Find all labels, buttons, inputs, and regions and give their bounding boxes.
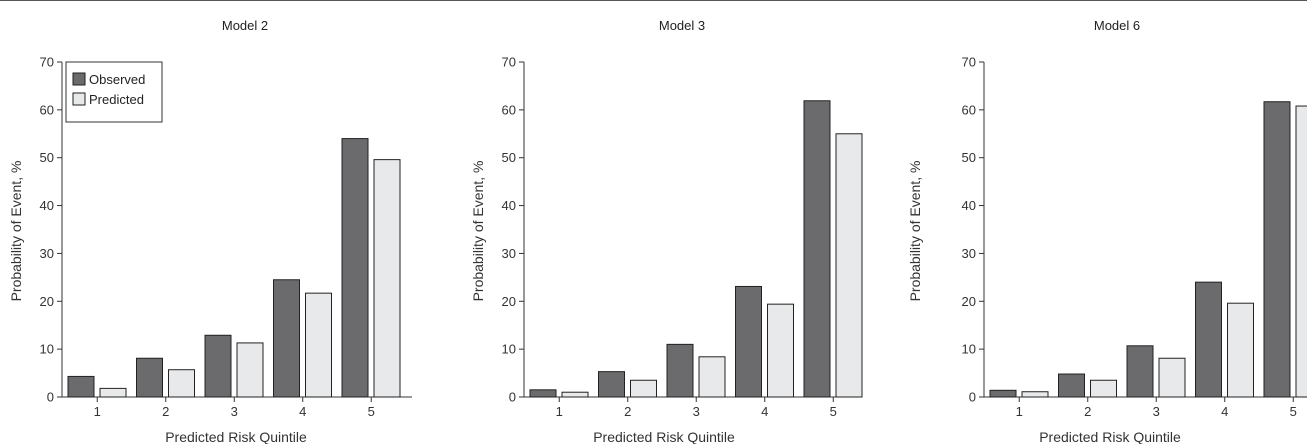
y-tick-label: 20 <box>962 294 976 309</box>
chart-model-6: Model 6 Probability of Event, % Predicte… <box>872 0 1307 444</box>
y-tick-label: 20 <box>40 294 54 309</box>
y-tick-label: 50 <box>502 150 516 165</box>
y-tick-label: 30 <box>40 246 54 261</box>
legend-label-observed: Observed <box>89 72 145 87</box>
chart-model-3: Model 3 Probability of Event, % Predicte… <box>436 0 872 444</box>
y-tick-label: 50 <box>40 150 54 165</box>
chart-title: Model 2 <box>222 18 268 33</box>
bar-predicted-q4 <box>768 304 794 397</box>
bar-observed-q4 <box>1196 282 1222 397</box>
x-tick-label: 3 <box>1153 404 1160 419</box>
bar-predicted-q5 <box>836 134 862 397</box>
y-tick-label: 40 <box>962 198 976 213</box>
x-axis-label: Predicted Risk Quintile <box>165 429 307 444</box>
y-tick-label: 60 <box>502 102 516 117</box>
bar-predicted-q4 <box>306 293 332 397</box>
bar-observed-q3 <box>667 344 693 397</box>
y-axis-label: Probability of Event, % <box>8 161 24 302</box>
y-tick-label: 70 <box>962 55 976 70</box>
bar-observed-q3 <box>1127 346 1153 397</box>
y-tick-label: 60 <box>40 102 54 117</box>
bar-predicted-q5 <box>1296 106 1307 397</box>
bar-observed-q1 <box>68 376 94 397</box>
chart-model-2: Model 2 Probability of Event, % Predicte… <box>0 0 436 444</box>
bar-predicted-q3 <box>699 357 725 397</box>
y-tick-label: 70 <box>40 55 54 70</box>
bar-observed-q5 <box>342 139 368 397</box>
y-tick-label: 60 <box>962 102 976 117</box>
x-tick-label: 5 <box>830 404 837 419</box>
y-tick-label: 30 <box>962 246 976 261</box>
bar-observed-q2 <box>137 358 163 397</box>
bar-predicted-q5 <box>374 160 400 397</box>
y-axis-label: Probability of Event, % <box>907 161 923 302</box>
chart-panel-model-6: Model 6 Probability of Event, % Predicte… <box>872 0 1307 444</box>
chart-title: Model 6 <box>1094 18 1140 33</box>
y-tick-label: 40 <box>502 198 516 213</box>
x-tick-label: 1 <box>94 404 101 419</box>
x-tick-label: 2 <box>624 404 631 419</box>
y-tick-label: 10 <box>502 342 516 357</box>
x-tick-label: 4 <box>1221 404 1228 419</box>
bar-observed-q4 <box>274 280 300 397</box>
y-tick-label: 0 <box>509 390 516 405</box>
bar-observed-q5 <box>804 101 830 397</box>
chart-panel-model-3: Model 3 Probability of Event, % Predicte… <box>436 0 872 444</box>
x-tick-label: 2 <box>1084 404 1091 419</box>
bar-observed-q2 <box>599 372 625 397</box>
y-tick-label: 70 <box>502 55 516 70</box>
bar-observed-q2 <box>1059 374 1085 397</box>
legend: Observed Predicted <box>66 62 162 122</box>
legend-swatch-observed <box>73 73 85 85</box>
y-tick-label: 20 <box>502 294 516 309</box>
bar-observed-q1 <box>530 390 556 397</box>
chart-panel-model-2: Model 2 Probability of Event, % Predicte… <box>0 0 436 444</box>
legend-swatch-predicted <box>73 93 85 105</box>
bar-predicted-q1 <box>562 392 588 397</box>
y-tick-label: 30 <box>502 246 516 261</box>
bar-predicted-q2 <box>631 380 657 397</box>
bar-predicted-q3 <box>237 343 263 397</box>
bar-predicted-q2 <box>1091 380 1117 397</box>
x-tick-label: 5 <box>368 404 375 419</box>
y-tick-label: 10 <box>962 342 976 357</box>
x-tick-label: 5 <box>1290 404 1297 419</box>
bar-observed-q5 <box>1264 102 1290 397</box>
x-axis-label: Predicted Risk Quintile <box>1039 429 1181 444</box>
x-axis-label: Predicted Risk Quintile <box>593 429 735 444</box>
legend-label-predicted: Predicted <box>89 92 144 107</box>
x-tick-label: 1 <box>556 404 563 419</box>
bar-predicted-q2 <box>169 370 195 397</box>
chart-title: Model 3 <box>659 18 705 33</box>
x-tick-label: 2 <box>162 404 169 419</box>
bar-predicted-q3 <box>1159 358 1185 397</box>
y-tick-label: 40 <box>40 198 54 213</box>
bar-predicted-q4 <box>1228 303 1254 397</box>
x-tick-label: 4 <box>761 404 768 419</box>
y-axis-label: Probability of Event, % <box>470 161 486 302</box>
y-tick-label: 10 <box>40 342 54 357</box>
x-tick-label: 4 <box>299 404 306 419</box>
bar-predicted-q1 <box>1022 392 1048 397</box>
bar-observed-q1 <box>990 390 1016 397</box>
y-tick-label: 50 <box>962 150 976 165</box>
y-tick-label: 0 <box>969 390 976 405</box>
x-tick-label: 3 <box>231 404 238 419</box>
bar-predicted-q1 <box>100 388 126 397</box>
bar-observed-q3 <box>205 335 231 397</box>
y-tick-label: 0 <box>47 390 54 405</box>
x-tick-label: 1 <box>1016 404 1023 419</box>
bar-observed-q4 <box>736 286 762 397</box>
x-tick-label: 3 <box>693 404 700 419</box>
